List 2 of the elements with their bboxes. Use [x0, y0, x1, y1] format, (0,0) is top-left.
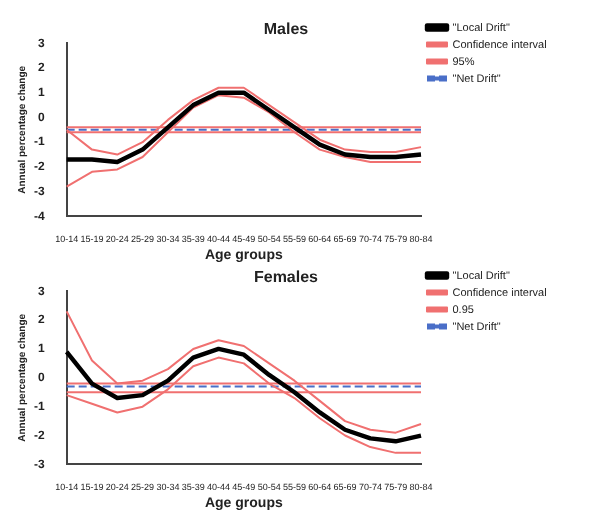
- chart-title: Females: [253, 268, 320, 287]
- chart-title: Males: [263, 20, 310, 39]
